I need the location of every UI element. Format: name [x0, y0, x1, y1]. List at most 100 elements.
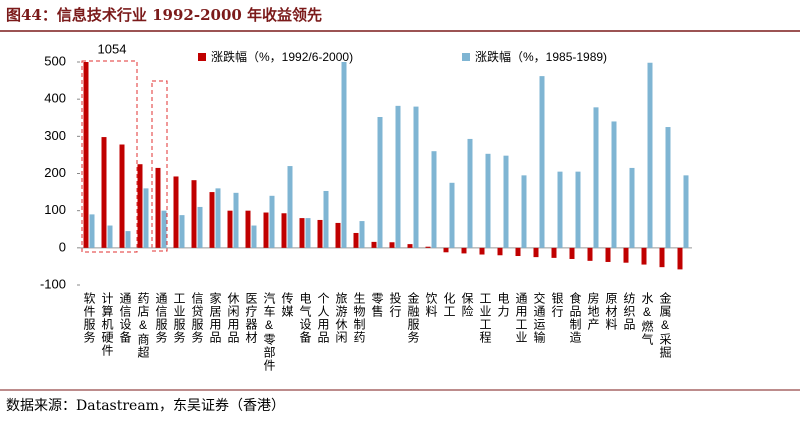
bar	[299, 218, 305, 248]
x-tick-label: 金属&采掘	[658, 291, 672, 359]
bar	[623, 247, 629, 263]
bar	[89, 214, 95, 248]
bar	[119, 144, 125, 248]
bar	[497, 247, 503, 256]
bar	[431, 151, 437, 248]
bar	[281, 213, 287, 248]
x-tick-label: 旅游休闲	[334, 292, 348, 344]
x-tick-label: 保险	[460, 292, 474, 318]
x-tick-label: 传媒	[280, 291, 294, 318]
bar	[287, 166, 293, 248]
bar	[227, 210, 233, 248]
bar	[515, 247, 521, 257]
x-tick-label: 纺织品	[622, 292, 636, 331]
x-tick-label: 软件服务	[82, 292, 96, 344]
x-tick-label: 通信设备	[118, 292, 132, 344]
y-tick-label: 200	[44, 165, 66, 180]
x-tick-label: 药店&商超	[136, 292, 150, 359]
x-tick-label: 金融服务	[406, 291, 420, 344]
bar	[353, 232, 359, 248]
y-tick-label: 300	[44, 128, 66, 143]
bar	[557, 171, 563, 248]
bar	[569, 247, 575, 259]
bar	[647, 62, 653, 248]
bar	[341, 62, 347, 248]
bar	[251, 225, 257, 248]
bar	[677, 247, 683, 270]
y-tick-label: -100	[40, 276, 66, 291]
bar	[143, 188, 149, 248]
x-tick-label: 汽车&零部件	[262, 291, 276, 372]
bar	[575, 171, 581, 248]
x-tick-label: 原材料	[604, 292, 618, 331]
bar	[467, 138, 473, 248]
x-tick-label: 工业工程	[478, 292, 492, 344]
bar	[263, 212, 269, 248]
bar	[173, 176, 179, 248]
y-tick-label: 0	[59, 239, 66, 254]
bar	[215, 188, 221, 248]
y-tick-label: 100	[44, 202, 66, 217]
bar	[101, 137, 107, 248]
highlight-box	[151, 80, 168, 252]
bar	[137, 164, 143, 248]
bar	[629, 167, 635, 248]
legend-swatch	[198, 53, 206, 61]
bar	[449, 182, 455, 248]
bar	[587, 247, 593, 261]
bar	[155, 167, 161, 248]
bar	[245, 210, 251, 248]
bar	[233, 192, 239, 248]
bar	[125, 231, 131, 248]
x-tick-label: 个人用品	[316, 292, 330, 344]
bar	[335, 222, 341, 248]
source: 数据来源：Datastream，东吴证券（香港）	[6, 398, 285, 414]
x-tick-label: 通用工业	[514, 292, 528, 344]
bar	[533, 247, 539, 258]
bar	[593, 107, 599, 248]
bar	[197, 206, 203, 248]
bar	[107, 225, 113, 248]
x-tick-label: 通信服务	[154, 292, 168, 344]
x-tick-label: 电力	[496, 292, 510, 318]
legend-label: 涨跌幅（%，1985-1989)	[475, 49, 607, 64]
bar	[377, 117, 383, 248]
chart-title: 图44：信息技术行业 1992-2000 年收益领先	[6, 6, 322, 24]
x-tick-label: 休闲用品	[226, 292, 240, 344]
bar	[191, 180, 197, 248]
x-tick-label: 交通运输	[532, 291, 546, 344]
bar	[209, 192, 215, 248]
x-tick-label: 投行	[388, 291, 402, 318]
legend-label: 涨跌幅（%，1992/6-2000)	[211, 49, 353, 64]
bar	[425, 246, 431, 248]
highlight-box	[81, 60, 138, 253]
bar	[551, 247, 557, 258]
bar	[395, 105, 401, 248]
y-tick-label: 500	[44, 53, 66, 68]
bar	[641, 247, 647, 265]
bar	[611, 121, 617, 248]
bar	[323, 190, 329, 248]
y-tick-label: 400	[44, 91, 66, 106]
bar	[161, 210, 167, 248]
bar	[269, 195, 275, 248]
x-tick-label: 计算机硬件	[100, 292, 114, 357]
x-tick-label: 化工	[442, 292, 456, 318]
bar	[485, 153, 491, 248]
bar	[305, 218, 311, 248]
legend-swatch	[462, 53, 470, 61]
x-tick-label: 零售	[370, 292, 384, 318]
bar	[389, 242, 395, 248]
x-tick-label: 饮料	[424, 292, 438, 318]
bar	[521, 175, 527, 248]
bar	[407, 244, 413, 248]
bar	[503, 155, 509, 248]
x-tick-label: 食品制造	[568, 291, 582, 344]
x-tick-label: 银行	[550, 292, 564, 318]
data-label: 1054	[98, 41, 127, 56]
bar	[683, 175, 689, 248]
bars	[83, 62, 689, 270]
bar	[605, 247, 611, 262]
x-tick-label: 工业服务	[172, 292, 186, 344]
